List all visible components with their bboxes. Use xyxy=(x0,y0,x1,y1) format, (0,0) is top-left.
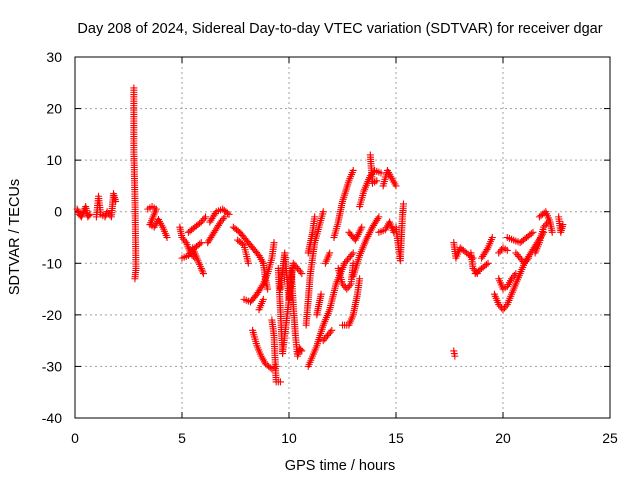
data-point xyxy=(483,246,491,254)
y-tick-label: 20 xyxy=(46,101,62,117)
data-point xyxy=(375,213,383,221)
x-tick-label: 15 xyxy=(388,430,404,446)
x-tick-label: 10 xyxy=(281,430,297,446)
data-point xyxy=(223,209,231,217)
chart-title: Day 208 of 2024, Sidereal Day-to-day VTE… xyxy=(77,21,602,37)
data-point xyxy=(328,326,336,334)
data-point xyxy=(356,275,364,283)
x-tick-label: 20 xyxy=(495,430,511,446)
data-point xyxy=(112,197,120,205)
data-point xyxy=(219,215,227,223)
plot-frame xyxy=(74,56,611,419)
data-point xyxy=(326,328,334,336)
data-point xyxy=(181,237,189,245)
data-point xyxy=(238,240,246,248)
data-point xyxy=(451,352,459,360)
grid-lines xyxy=(75,57,610,418)
y-tick-label: 30 xyxy=(46,49,62,65)
data-point xyxy=(197,264,205,272)
data-point xyxy=(374,215,382,223)
data-point xyxy=(73,205,81,213)
data-point xyxy=(399,200,407,208)
data-point xyxy=(298,270,306,278)
data-point xyxy=(101,213,109,221)
y-axis-label: SDTVAR / TECUs xyxy=(7,179,23,295)
data-point xyxy=(264,285,272,293)
data-point xyxy=(196,219,204,227)
data-point xyxy=(482,261,490,269)
data-point xyxy=(311,213,319,221)
data-point xyxy=(131,275,139,283)
y-tick-labels: -40 -30 -20 -10 0 10 20 30 xyxy=(42,49,62,426)
x-axis-label: GPS time / hours xyxy=(285,458,395,474)
data-point xyxy=(297,346,305,354)
data-point xyxy=(221,213,229,221)
data-point xyxy=(559,221,567,229)
data-point xyxy=(512,270,520,278)
data-point xyxy=(259,295,267,303)
data-point xyxy=(502,302,510,310)
data-point xyxy=(525,254,533,262)
data-point xyxy=(488,234,496,241)
x-tick-label: 0 xyxy=(71,430,79,446)
data-point xyxy=(373,177,381,185)
data-point xyxy=(199,270,207,278)
y-tick-label: 10 xyxy=(46,152,62,168)
data-point xyxy=(199,268,207,276)
data-point xyxy=(202,213,210,221)
data-point xyxy=(77,213,85,221)
data-point xyxy=(392,182,400,190)
data-point xyxy=(548,228,556,236)
data-point xyxy=(196,240,204,248)
data-point xyxy=(298,347,306,355)
y-tick-label: -30 xyxy=(42,358,62,374)
data-point xyxy=(200,215,208,223)
data-point xyxy=(85,212,93,220)
y-tick-label: -10 xyxy=(42,255,62,271)
data-point xyxy=(79,209,87,217)
data-point xyxy=(244,259,252,267)
data-point xyxy=(86,210,94,218)
data-point xyxy=(296,268,304,276)
data-point xyxy=(319,208,327,216)
data-point xyxy=(349,249,357,257)
data-point xyxy=(484,259,492,267)
data-point xyxy=(348,251,356,259)
data-point xyxy=(503,246,511,254)
data-point xyxy=(349,166,357,174)
x-tick-labels: 0 5 10 15 20 25 xyxy=(71,430,618,446)
axis-ticks xyxy=(74,56,611,419)
data-point xyxy=(523,256,531,264)
data-point xyxy=(510,271,518,279)
data-point xyxy=(258,282,266,290)
x-tick-label: 25 xyxy=(602,430,618,446)
data-point xyxy=(527,230,535,238)
data-point xyxy=(317,290,325,298)
data-point xyxy=(75,209,83,217)
data-point xyxy=(326,249,334,257)
y-tick-label: 0 xyxy=(54,204,62,220)
data-point xyxy=(163,234,171,241)
data-point xyxy=(529,228,537,236)
data-point xyxy=(270,239,278,247)
data-point xyxy=(358,223,366,231)
data-point xyxy=(276,378,284,386)
x-tick-label: 5 xyxy=(178,430,186,446)
data-point xyxy=(346,282,354,290)
y-tick-label: -20 xyxy=(42,307,62,323)
data-point xyxy=(74,207,82,215)
data-point xyxy=(197,239,205,247)
data-points xyxy=(73,84,567,386)
y-tick-label: -40 xyxy=(42,410,62,426)
data-point xyxy=(198,266,206,274)
data-point xyxy=(225,210,233,218)
